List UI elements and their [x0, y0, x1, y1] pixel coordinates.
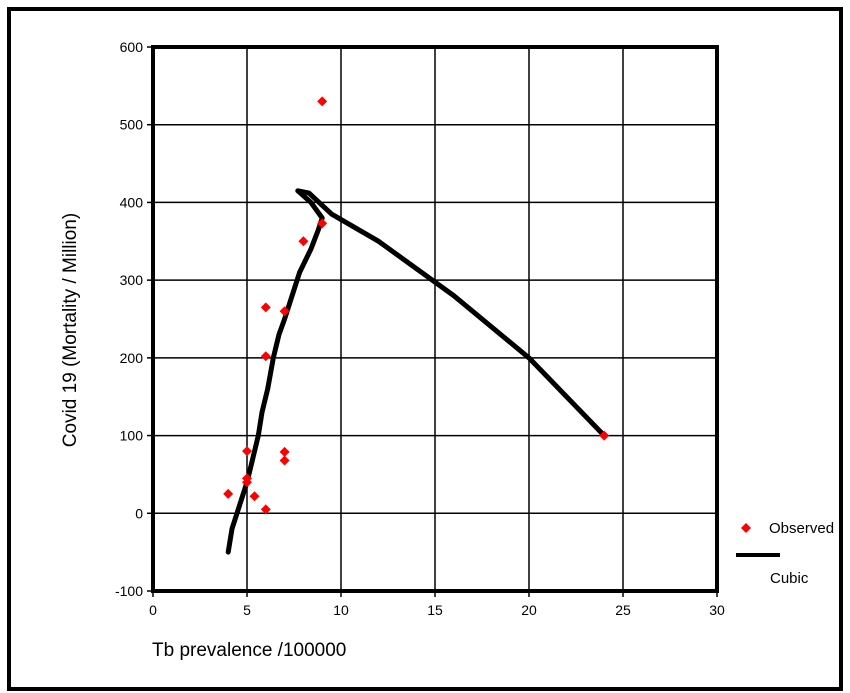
y-tick-label: 500 — [120, 117, 144, 133]
x-axis-title: Tb prevalence /100000 — [152, 640, 346, 661]
observed-point — [279, 446, 290, 457]
x-tick-label: 30 — [709, 602, 725, 618]
y-tick-label: 400 — [120, 194, 144, 210]
y-tick-label: 600 — [120, 39, 144, 55]
observed-point — [242, 446, 252, 457]
x-tick-label: 5 — [243, 602, 251, 618]
observed-point — [279, 306, 290, 317]
observed-point — [260, 504, 271, 515]
observed-point — [242, 477, 252, 488]
cubic-series — [225, 188, 607, 555]
x-tick-label: 15 — [427, 602, 443, 618]
observed-point — [249, 491, 260, 502]
observed-point — [279, 455, 290, 466]
x-tick-label: 0 — [149, 602, 157, 618]
observed-point — [317, 96, 328, 107]
legend-cubic-label: Cubic — [770, 570, 809, 587]
observed-series — [223, 96, 610, 515]
legend-observed-label: Observed — [769, 520, 834, 537]
chart-border — [7, 7, 843, 691]
plot-frame — [151, 45, 719, 593]
cubic-line — [225, 188, 607, 555]
observed-point — [298, 236, 309, 247]
y-tick-label: 300 — [120, 272, 144, 288]
x-tick-label: 25 — [615, 602, 631, 618]
observed-point — [599, 430, 610, 441]
tick-labels: 0 5 10 15 20 25 30 -100 0 100 200 300 400 500 600 — [115, 39, 725, 618]
x-tick-label: 10 — [333, 602, 349, 618]
y-tick-label: -100 — [115, 583, 143, 599]
y-tick-label: 100 — [120, 428, 144, 444]
y-tick-label: 200 — [120, 350, 144, 366]
observed-point — [317, 218, 328, 229]
legend-observed-marker — [741, 523, 751, 533]
observed-point — [223, 488, 234, 499]
observed-point — [260, 302, 271, 313]
y-tick-label: 0 — [135, 505, 143, 521]
observed-point — [260, 351, 271, 362]
x-tick-label: 20 — [521, 602, 537, 618]
y-axis-title: Covid 19 (Mortality / Million) — [60, 213, 81, 447]
legend: Observed Cubic — [736, 520, 834, 587]
